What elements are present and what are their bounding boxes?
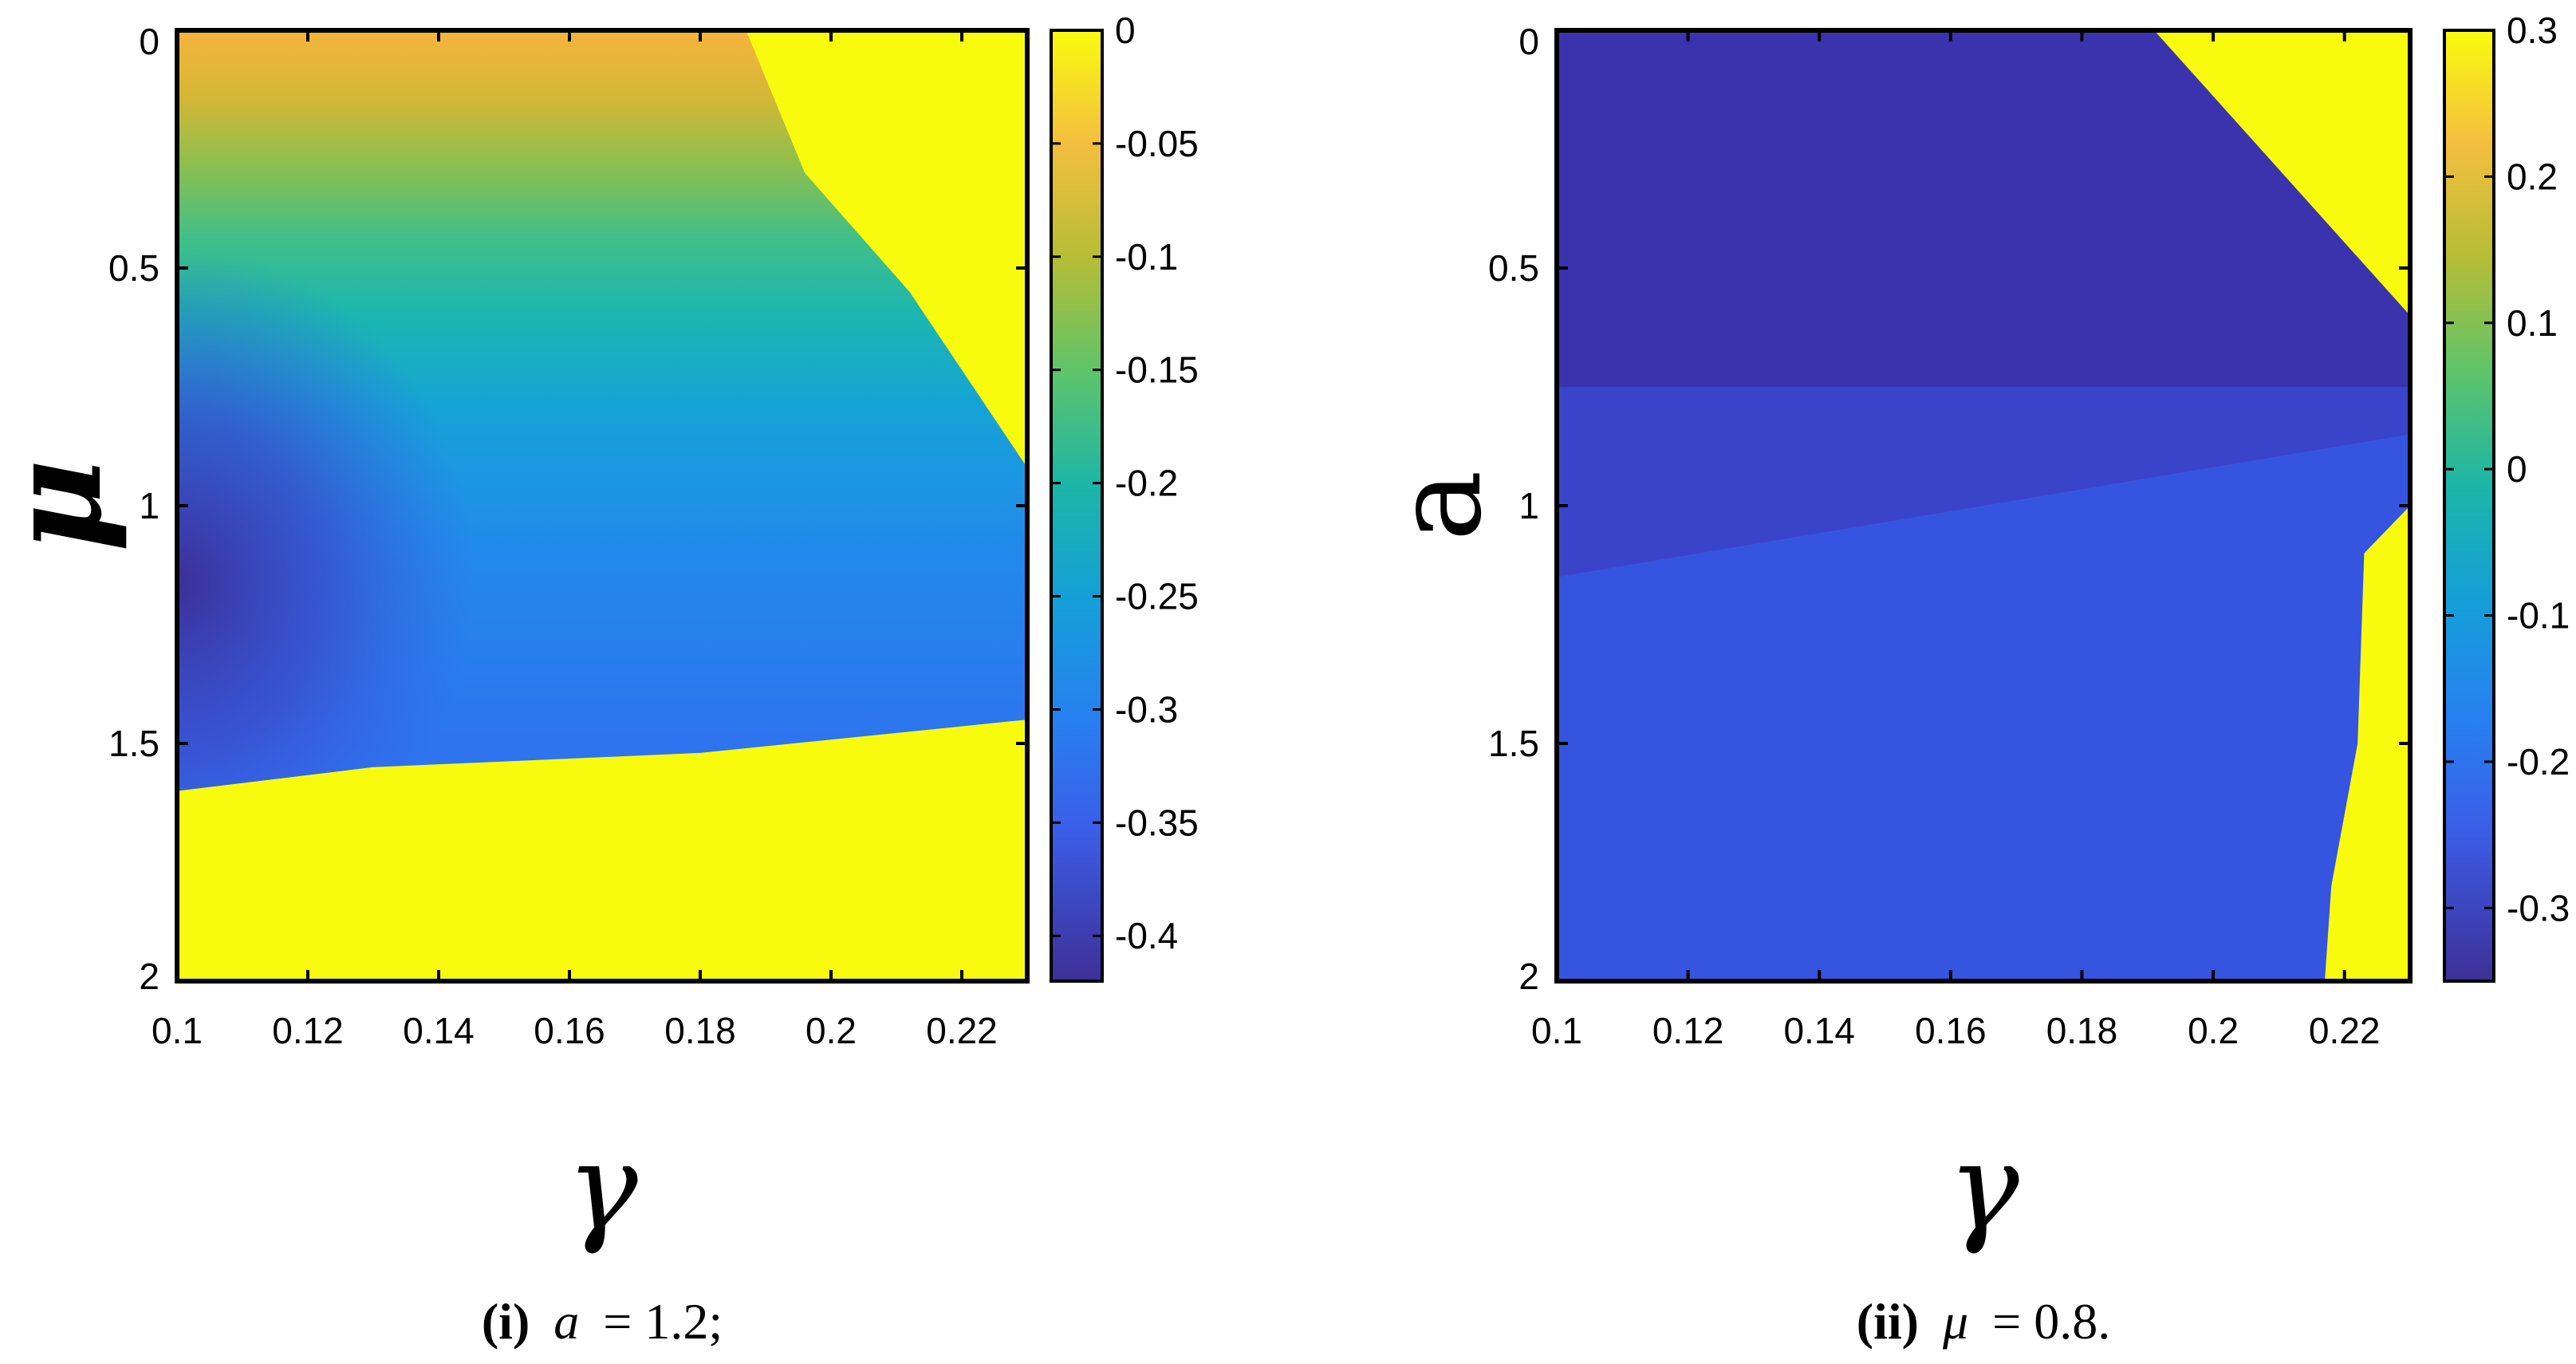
panel-2-y-ticks: 0 0.5 1 1.5 2: [1488, 21, 2410, 997]
p2-y-tick-label-4: 2: [1518, 956, 1539, 997]
p1-x-tick-label-4: 0.18: [664, 1010, 736, 1051]
panel-2-caption-value: = 0.8.: [1992, 1293, 2110, 1350]
cb1-tick-label-6: -0.3: [1115, 688, 1178, 730]
panel-1-heatmap: [175, 28, 1030, 984]
panel-1-caption: (i) a = 1.2;: [482, 1293, 723, 1350]
cb1-tick-label-8: -0.4: [1115, 915, 1178, 956]
panel-2-y-label: a: [1369, 470, 1508, 541]
panel-2-yellow-upper-region: [2154, 30, 2410, 316]
p2-y-tick-label-1: 0.5: [1488, 247, 1539, 289]
p2-x-tick-label-0: 0.1: [1531, 1010, 1582, 1051]
panel-1-x-label: γ: [566, 1118, 638, 1257]
panel-2-upper-band: [1557, 30, 2410, 387]
p2-y-tick-label-0: 0: [1518, 21, 1539, 62]
cb2-tick-label-0: 0.3: [2507, 10, 2558, 51]
p2-x-tick-label-4: 0.18: [2046, 1010, 2118, 1051]
cb1-tick-label-7: -0.35: [1115, 802, 1199, 843]
p1-x-tick-label-6: 0.22: [926, 1010, 998, 1051]
panel-1-y-ticks: 0 0.5 1 1.5 2: [108, 21, 1027, 997]
panel-1-caption-label: (i): [482, 1293, 530, 1350]
p1-x-tick-label-3: 0.16: [534, 1010, 605, 1051]
cb1-tick-label-5: -0.25: [1115, 576, 1199, 617]
cb1-tick-label-2: -0.1: [1115, 236, 1178, 278]
p1-x-tick-label-0: 0.1: [152, 1010, 203, 1051]
p2-x-tick-label-1: 0.12: [1652, 1010, 1724, 1051]
panel-2-colorbar: 0.3 0.2 0.1 0 -0.1 -0.2 -0.3: [2443, 10, 2570, 983]
p2-x-tick-label-2: 0.14: [1783, 1010, 1855, 1051]
panel-1-caption-value: = 1.2;: [603, 1293, 723, 1350]
panel-1-colorbar: 0 -0.05 -0.1 -0.15 -0.2 -0.25 -0.3 -0.35 -0.4: [1050, 10, 1199, 983]
cb2-tick-label-1: 0.2: [2507, 156, 2558, 197]
panel-1-x-ticks: 0.1 0.12 0.14 0.16 0.18 0.2 0.22: [152, 30, 998, 1051]
p1-y-tick-label-2: 1: [139, 485, 160, 526]
p2-x-tick-label-3: 0.16: [1915, 1010, 1987, 1051]
panel-2-caption-variable: μ: [1942, 1293, 1968, 1350]
panel-2-colorbar-ticks: 0.3 0.2 0.1 0 -0.1 -0.2 -0.3: [2444, 10, 2570, 928]
cb2-tick-label-3: 0: [2507, 448, 2527, 490]
panel-2-colorbar-gradient: [2443, 29, 2495, 983]
panel-1-yellow-lower-region: [177, 719, 1027, 981]
p1-y-tick-label-4: 2: [139, 956, 160, 997]
p2-x-tick-label-6: 0.22: [2309, 1010, 2381, 1051]
cb2-tick-label-6: -0.3: [2507, 887, 2570, 928]
p1-x-tick-label-5: 0.2: [805, 1010, 857, 1051]
cb2-tick-label-2: 0.1: [2507, 302, 2558, 344]
p1-y-tick-label-1: 0.5: [108, 247, 160, 289]
panel-1-colorbar-ticks: 0 -0.05 -0.1 -0.15 -0.2 -0.25 -0.3 -0.35 -0.4: [1051, 10, 1199, 956]
panel-2-yellow-lower-region: [2325, 506, 2410, 981]
panel-1: 0.1 0.12 0.14 0.16 0.18 0.2 0.22 0 0.5 1 1.5 2 γ μ…: [0, 10, 1199, 1350]
panel-2: 0.1 0.12 0.14 0.16 0.18 0.2 0.22 0 0.5 1 1.5 2 γ a…: [1369, 10, 2570, 1350]
p2-x-tick-label-5: 0.2: [2188, 1010, 2239, 1051]
panel-2-x-ticks: 0.1 0.12 0.14 0.16 0.18 0.2 0.22: [1531, 30, 2380, 1051]
panel-2-heatmap: [1554, 28, 2413, 984]
cb2-tick-label-4: -0.1: [2507, 595, 2570, 637]
panel-2-caption-label: (ii): [1857, 1293, 1919, 1350]
p1-y-tick-label-3: 1.5: [108, 723, 160, 764]
panel-2-lower-band: [1557, 434, 2410, 981]
panel-1-caption-variable: a: [553, 1293, 579, 1350]
cb2-tick-label-5: -0.2: [2507, 741, 2570, 783]
cb1-tick-label-0: 0: [1115, 10, 1136, 51]
cb1-tick-label-3: -0.15: [1115, 349, 1199, 391]
cb1-tick-label-4: -0.2: [1115, 463, 1178, 504]
panel-1-y-label: μ: [0, 459, 130, 552]
panel-1-colorbar-gradient: [1050, 29, 1104, 983]
p1-x-tick-label-1: 0.12: [272, 1010, 344, 1051]
p1-x-tick-label-2: 0.14: [403, 1010, 475, 1051]
p1-y-tick-label-0: 0: [139, 21, 160, 62]
panel-2-x-label: γ: [1948, 1118, 2019, 1257]
panel-1-yellow-upper-region: [746, 30, 1027, 468]
panel-2-caption: (ii) μ = 0.8.: [1857, 1293, 2110, 1350]
p2-y-tick-label-2: 1: [1518, 485, 1539, 526]
p2-y-tick-label-3: 1.5: [1488, 723, 1539, 764]
cb1-tick-label-1: -0.05: [1115, 123, 1199, 164]
